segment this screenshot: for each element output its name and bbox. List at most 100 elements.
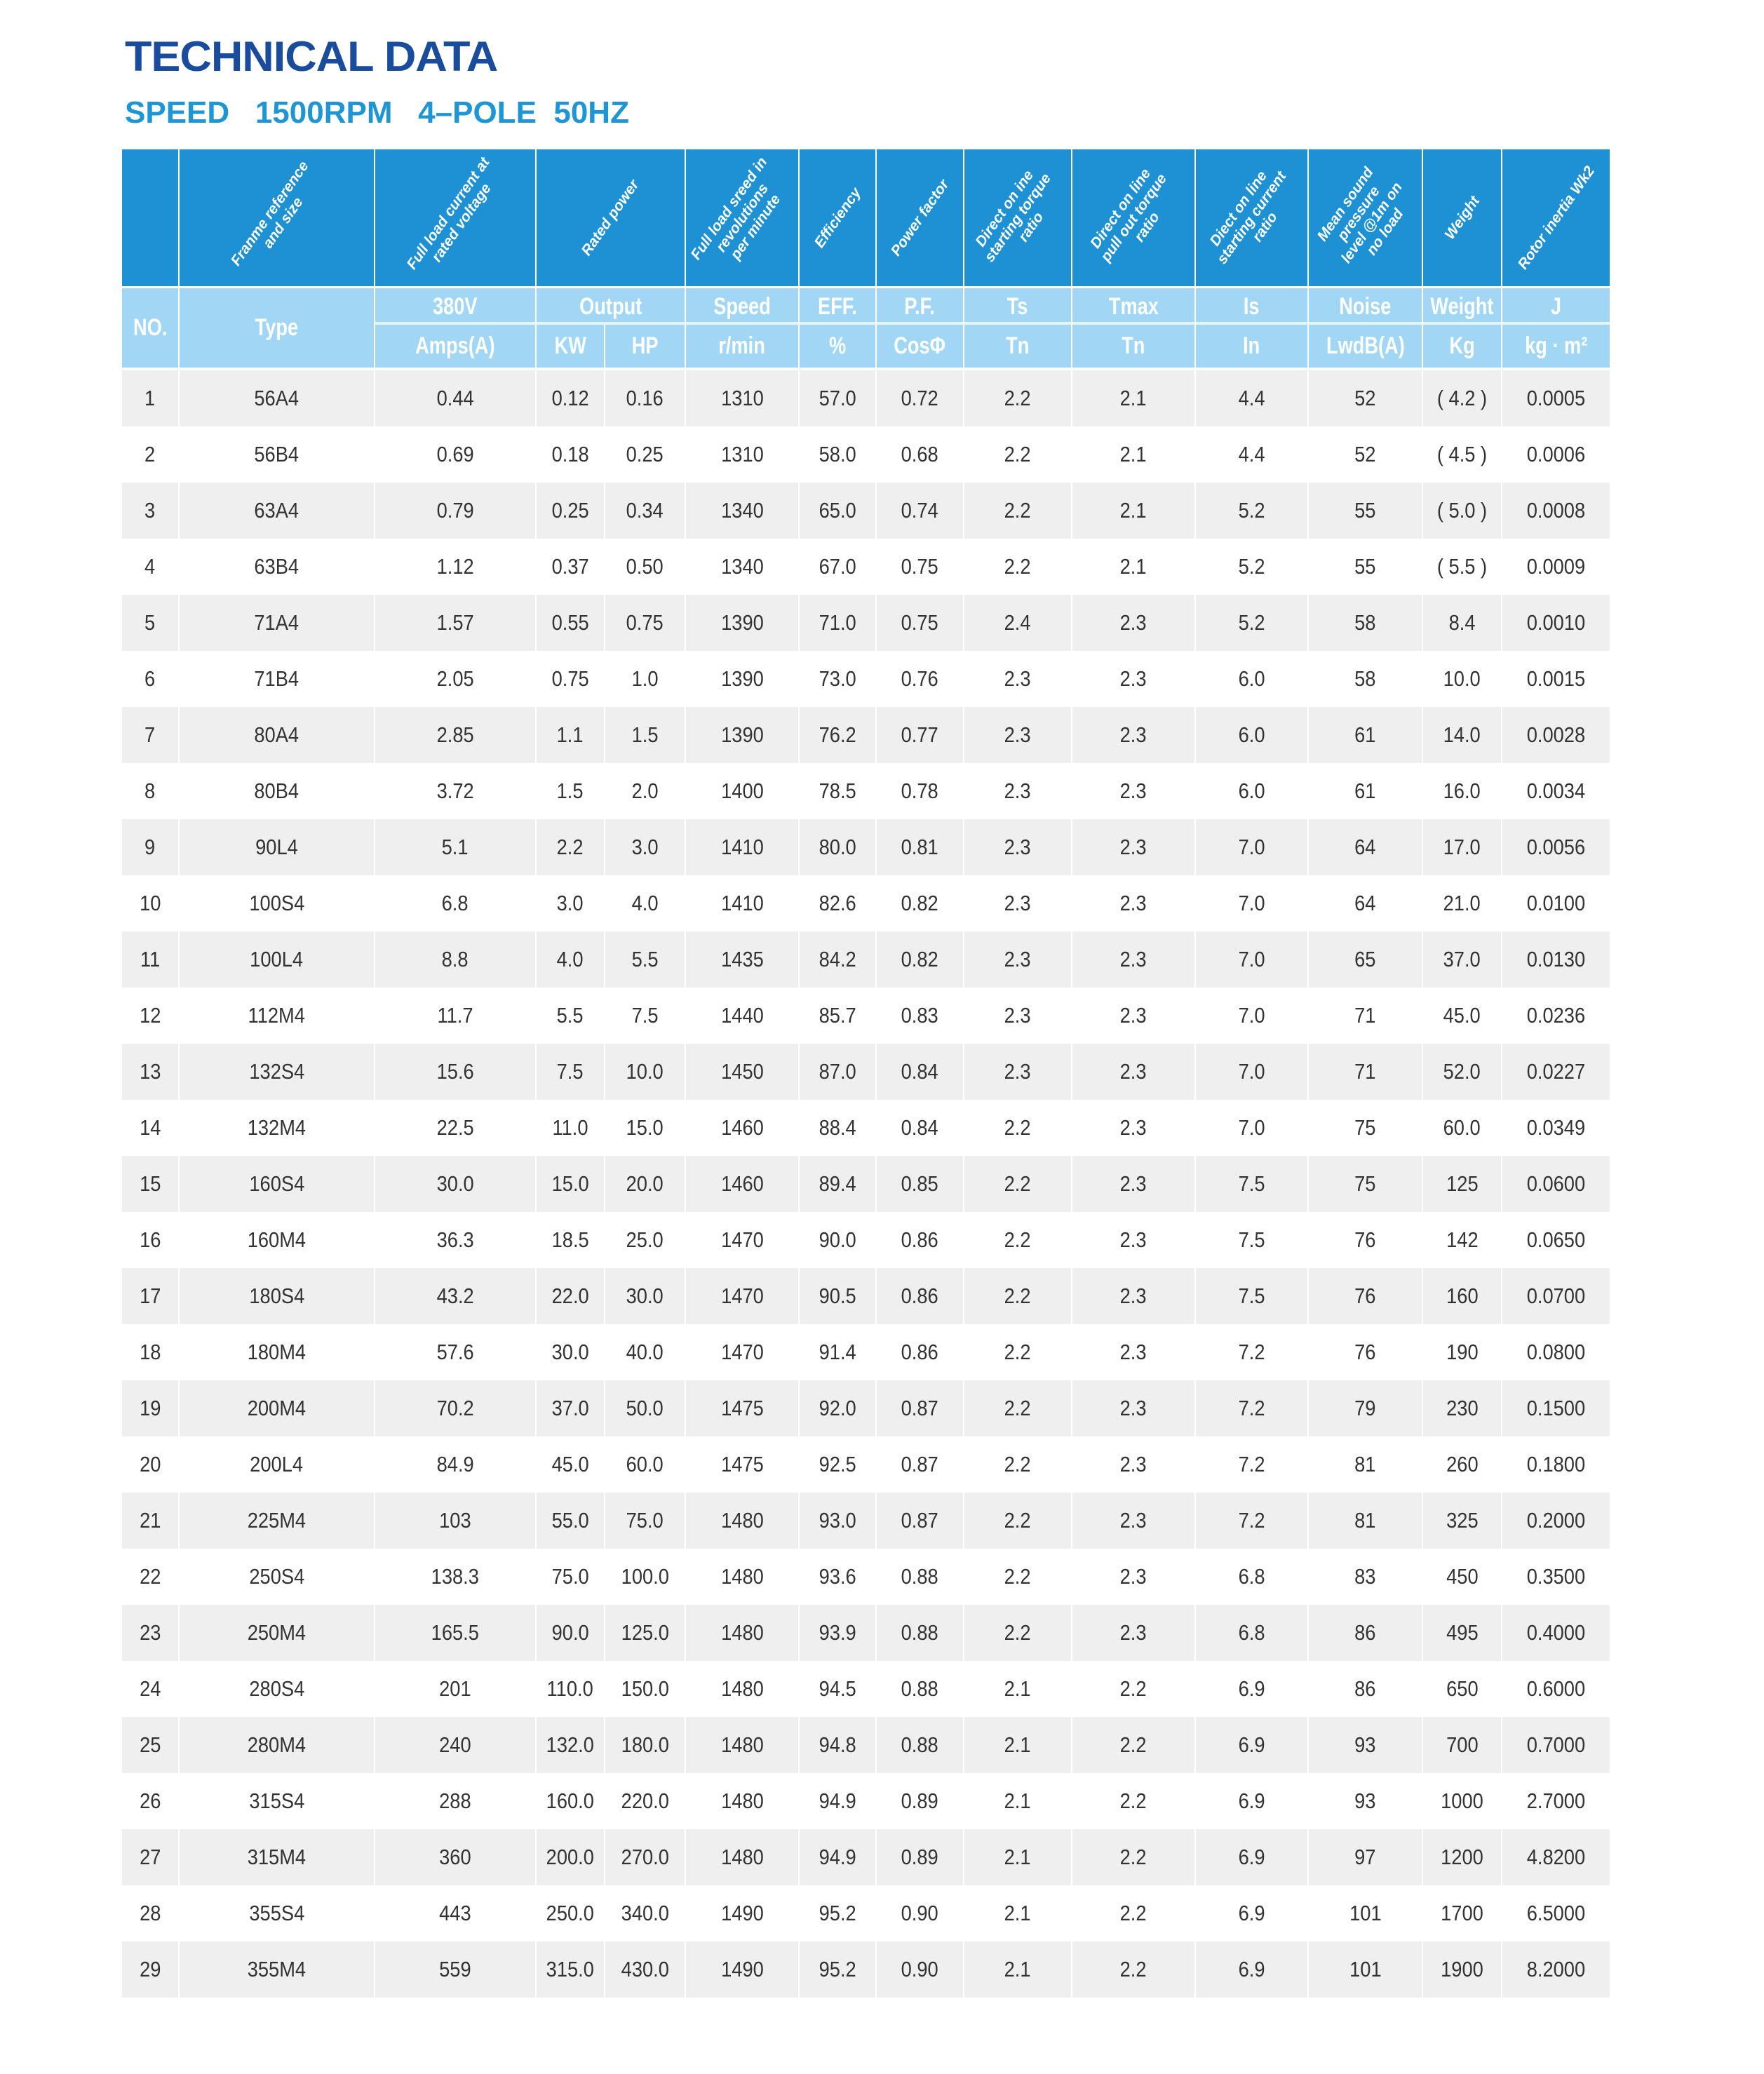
table-cell: 20.0 — [605, 1156, 686, 1212]
table-cell-text: 225M4 — [247, 1508, 307, 1533]
table-cell: 100.0 — [605, 1549, 686, 1605]
table-cell: 6.9 — [1196, 1717, 1309, 1773]
table-cell-text: 55.0 — [551, 1508, 589, 1533]
table-cell: 2.3 — [1072, 651, 1196, 707]
table-cell-text: 67.0 — [819, 554, 856, 579]
table-cell: 0.0227 — [1502, 1044, 1611, 1100]
table-cell: 57.6 — [375, 1324, 537, 1380]
table-cell: 200L4 — [180, 1436, 375, 1493]
table-cell: 0.1500 — [1502, 1380, 1611, 1436]
table-cell: 1.57 — [375, 595, 537, 651]
table-cell: 7.2 — [1196, 1436, 1309, 1493]
table-cell: 70.2 — [375, 1380, 537, 1436]
table-cell: 13 — [122, 1044, 180, 1100]
table-cell: 7.5 — [605, 988, 686, 1044]
table-cell: 2.1 — [1072, 539, 1196, 595]
table-cell: 30.0 — [537, 1324, 605, 1380]
table-cell: 93 — [1309, 1717, 1423, 1773]
table-cell: 19 — [122, 1380, 180, 1436]
table-cell-text: 16 — [139, 1227, 161, 1252]
table-cell: 0.18 — [537, 426, 605, 483]
table-cell: 0.16 — [605, 370, 686, 426]
table-cell-text: 0.82 — [901, 947, 939, 971]
table-cell-text: 0.0650 — [1526, 1227, 1586, 1252]
table-cell-text: 14.0 — [1443, 722, 1481, 747]
table-cell: 0.76 — [877, 651, 964, 707]
table-cell-text: 81 — [1354, 1508, 1376, 1533]
table-cell-text: 1475 — [720, 1452, 764, 1476]
table-cell: 0.77 — [877, 707, 964, 763]
table-cell-text: 3.72 — [436, 779, 474, 803]
table-cell-text: 7.5 — [1238, 1284, 1265, 1308]
table-cell: 17.0 — [1423, 819, 1502, 875]
table-cell: 125.0 — [605, 1605, 686, 1661]
table-cell-text: 180.0 — [621, 1732, 669, 1757]
table-cell: ( 5.0 ) — [1423, 483, 1502, 539]
table-cell: 64 — [1309, 875, 1423, 931]
table-cell-text: 52 — [1354, 442, 1376, 466]
table-cell: 2.2 — [964, 370, 1072, 426]
table-cell-text: 7.2 — [1238, 1396, 1265, 1420]
table-cell: 7.0 — [1196, 931, 1309, 988]
table-cell-text: 2.3 — [1120, 666, 1147, 691]
table-cell-text: 2.2 — [1004, 1284, 1031, 1308]
header-top-cell-text: Diect on line starting current ratio — [1206, 168, 1290, 267]
table-cell-text: 2.3 — [1120, 1396, 1147, 1420]
table-cell-text: 10 — [139, 891, 161, 915]
table-cell-text: 20 — [139, 1452, 161, 1476]
table-cell-text: ( 5.5 ) — [1436, 554, 1488, 579]
table-cell-text: 4.8200 — [1526, 1845, 1586, 1869]
table-cell: 95.2 — [800, 1941, 877, 1998]
table-cell: 160M4 — [180, 1212, 375, 1268]
table-cell-text: 8.2000 — [1526, 1957, 1586, 1981]
table-cell-text: 0.4000 — [1526, 1620, 1586, 1645]
table-cell: 2.3 — [1072, 595, 1196, 651]
table-cell-text: 6 — [144, 666, 156, 691]
table-cell-text: 36.3 — [436, 1227, 474, 1252]
table-cell: 0.81 — [877, 819, 964, 875]
table-cell: 280S4 — [180, 1661, 375, 1717]
table-cell: 6.8 — [1196, 1549, 1309, 1605]
table-cell: 15 — [122, 1156, 180, 1212]
table-cell: 2.3 — [1072, 1324, 1196, 1380]
table-cell-text: 190 — [1446, 1340, 1479, 1364]
header-top-cell-text: Power factor — [887, 176, 952, 260]
table-cell-text: 160S4 — [249, 1171, 304, 1196]
table-cell: 0.87 — [877, 1436, 964, 1493]
table-cell-text: 2.3 — [1120, 1284, 1147, 1308]
table-cell: ( 4.5 ) — [1423, 426, 1502, 483]
table-cell-text: 1490 — [720, 1957, 764, 1981]
table-cell: 132M4 — [180, 1100, 375, 1156]
table-cell: 85.7 — [800, 988, 877, 1044]
table-cell-text: 559 — [439, 1957, 471, 1981]
table-cell: 1480 — [686, 1661, 800, 1717]
table-cell-text: 315.0 — [546, 1957, 595, 1981]
header-unit-cell-text: HP — [631, 332, 659, 359]
table-cell-text: 6.8 — [1238, 1564, 1265, 1589]
table-cell: 52 — [1309, 370, 1423, 426]
table-cell: 2.1 — [964, 1717, 1072, 1773]
table-cell-text: 71 — [1354, 1059, 1376, 1084]
table-cell: 2.3 — [1072, 1605, 1196, 1661]
table-cell-text: 40.0 — [626, 1340, 664, 1364]
table-cell-text: 83 — [1354, 1564, 1376, 1589]
table-cell: 90.5 — [800, 1268, 877, 1324]
table-cell-text: 200L4 — [250, 1452, 304, 1476]
table-cell-text: 58 — [1354, 666, 1376, 691]
header-label-cell: Type — [180, 288, 375, 370]
table-cell-text: 60.0 — [1443, 1115, 1481, 1140]
table-cell-text: 70.2 — [436, 1396, 474, 1420]
table-cell-text: 0.88 — [901, 1564, 939, 1589]
table-cell: 0.86 — [877, 1268, 964, 1324]
table-cell-text: 11.0 — [552, 1115, 588, 1140]
table-cell: 50.0 — [605, 1380, 686, 1436]
table-cell: 81 — [1309, 1436, 1423, 1493]
table-cell-text: 150.0 — [621, 1676, 669, 1701]
table-cell-text: 95.2 — [819, 1901, 856, 1925]
table-cell: 2.2 — [964, 1605, 1072, 1661]
table-cell-text: 1.5 — [557, 779, 584, 803]
table-cell-text: 63B4 — [254, 554, 299, 579]
table-cell-text: 132M4 — [247, 1115, 307, 1140]
table-cell-text: 0.79 — [436, 498, 474, 523]
table-cell: 315S4 — [180, 1773, 375, 1829]
